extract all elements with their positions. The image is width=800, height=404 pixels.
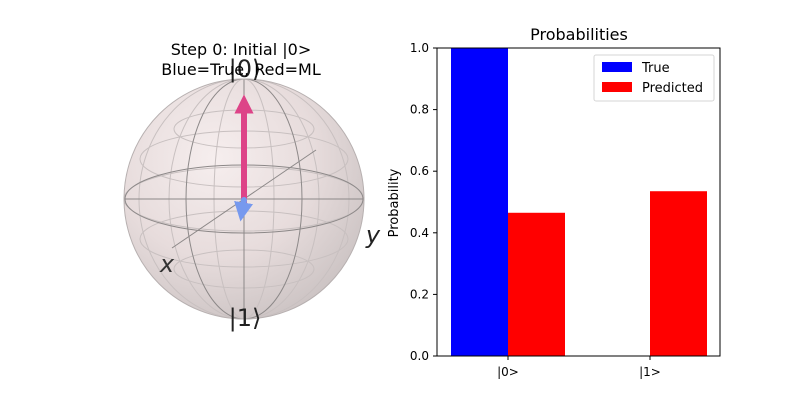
bloch-sphere: |0⟩ |1⟩ x y Step 0: Initial |0> Blue=Tru… bbox=[123, 40, 381, 332]
y-tick-label: 0.4 bbox=[410, 226, 429, 240]
y-tick-label: 0.6 bbox=[410, 164, 429, 178]
bar-true-ket0 bbox=[451, 48, 508, 356]
y-tick-label: 0.2 bbox=[410, 287, 429, 301]
legend-label-predicted: Predicted bbox=[642, 81, 703, 96]
x-tick-label: |1> bbox=[639, 365, 661, 379]
bloch-sphere-panel: |0⟩ |1⟩ x y Step 0: Initial |0> Blue=Tru… bbox=[0, 0, 400, 400]
probabilities-chart-panel: Probabilities Probability 0.0 0.2 0.4 0.6 0.… bbox=[380, 0, 800, 400]
bloch-title-line1: Step 0: Initial |0> bbox=[171, 40, 312, 59]
legend-swatch-true bbox=[602, 62, 632, 72]
x-tick-label: |0> bbox=[497, 365, 519, 379]
y-axis-label: y bbox=[365, 221, 381, 249]
y-axis-title: Probability bbox=[387, 168, 402, 237]
sphere-outline bbox=[123, 78, 365, 320]
probabilities-bar-chart: Probabilities Probability 0.0 0.2 0.4 0.6 0.… bbox=[387, 25, 721, 379]
ket-zero-label: |0⟩ bbox=[229, 55, 262, 83]
y-tick-label: 1.0 bbox=[410, 41, 429, 55]
y-tick-label: 0.8 bbox=[410, 103, 429, 117]
y-tick-label: 0.0 bbox=[410, 349, 429, 363]
chart-legend: True Predicted bbox=[593, 54, 715, 102]
true-state-vector bbox=[234, 197, 254, 222]
legend-swatch-predicted bbox=[602, 82, 632, 92]
ket-one-label: |1⟩ bbox=[229, 304, 262, 332]
bloch-title-line2: Blue=True, Red=ML bbox=[161, 60, 321, 79]
x-axis-label: x bbox=[159, 250, 175, 278]
bar-predicted-ket0 bbox=[508, 212, 565, 356]
legend-label-true: True bbox=[641, 61, 670, 76]
bar-predicted-ket1 bbox=[650, 191, 707, 356]
chart-title: Probabilities bbox=[530, 25, 628, 44]
plot-frame bbox=[436, 47, 721, 357]
